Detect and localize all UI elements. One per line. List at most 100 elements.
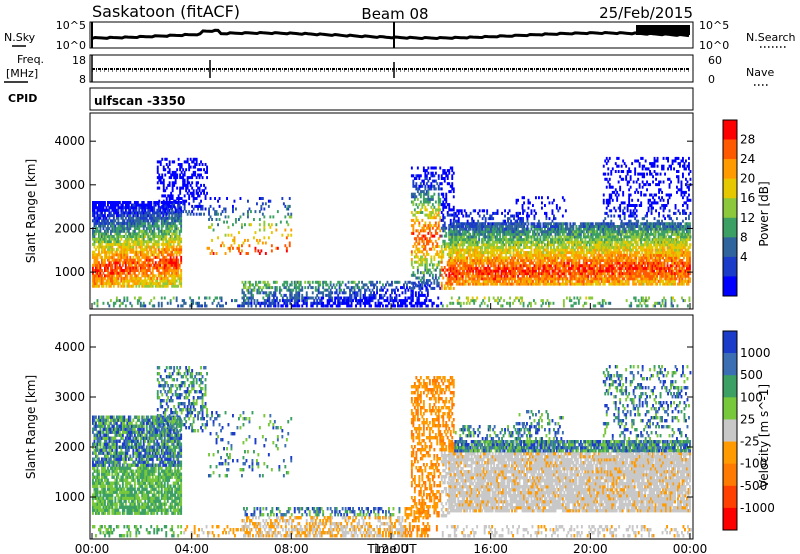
heatmap-cell xyxy=(115,240,118,244)
heatmap-cell xyxy=(168,181,171,185)
heatmap-cell xyxy=(401,299,404,303)
heatmap-cell xyxy=(425,266,428,269)
heatmap-cell xyxy=(151,258,154,262)
heatmap-cell xyxy=(220,212,222,216)
heatmap-cell xyxy=(141,255,144,259)
heatmap-cell xyxy=(218,197,221,200)
heatmap-cell xyxy=(417,291,420,295)
heatmap-cell xyxy=(440,174,443,178)
heatmap-cell xyxy=(296,280,299,284)
heatmap-cell xyxy=(431,242,434,246)
heatmap-cell xyxy=(538,243,540,247)
heatmap-cell xyxy=(158,160,161,164)
heatmap-cell xyxy=(545,235,548,239)
heatmap-cell xyxy=(101,261,103,265)
heatmap-cell xyxy=(511,227,513,231)
heatmap-cell xyxy=(564,282,567,286)
heatmap-cell xyxy=(161,176,164,180)
heatmap-cell xyxy=(266,280,269,284)
heatmap-cell xyxy=(491,264,494,268)
heatmap-cell xyxy=(105,208,108,212)
heatmap-cell xyxy=(166,250,169,254)
heatmap-cell xyxy=(115,208,118,212)
heatmap-cell xyxy=(542,261,545,265)
heatmap-cell xyxy=(419,208,422,212)
heatmap-cell xyxy=(467,235,470,239)
heatmap-cell xyxy=(496,277,498,281)
heatmap-cell xyxy=(430,197,433,201)
heatmap-cell xyxy=(305,293,308,297)
heatmap-cell xyxy=(124,279,127,283)
heatmap-cell xyxy=(263,291,266,295)
heatmap-cell xyxy=(478,240,481,244)
heatmap-cell xyxy=(458,251,461,255)
heatmap-cell xyxy=(335,304,338,308)
heatmap-cell xyxy=(536,238,539,242)
heatmap-cell xyxy=(560,272,563,276)
heatmap-cell xyxy=(133,279,136,283)
heatmap-cell xyxy=(118,235,121,238)
heatmap-cell xyxy=(544,225,546,228)
heatmap-cell xyxy=(503,251,506,255)
heatmap-cell xyxy=(189,212,192,216)
heatmap-cell xyxy=(178,229,181,233)
heatmap-cell xyxy=(133,229,136,233)
heatmap-cell xyxy=(428,224,431,228)
heatmap-cell xyxy=(114,253,117,257)
heatmap-cell xyxy=(437,213,440,217)
heatmap-cell xyxy=(463,272,466,276)
heatmap-cell xyxy=(154,216,157,220)
heatmap-cell xyxy=(431,203,434,207)
heatmap-cell xyxy=(96,266,99,270)
heatmap-cell xyxy=(323,280,326,284)
heatmap-cell xyxy=(417,296,420,300)
heatmap-cell xyxy=(425,190,428,194)
heatmap-cell xyxy=(148,208,151,212)
heatmap-cell xyxy=(547,245,549,249)
heatmap-cell xyxy=(151,221,154,225)
heatmap-cell xyxy=(481,251,484,255)
heatmap-cell xyxy=(180,255,183,259)
heatmap-cell xyxy=(509,227,512,231)
heatmap-cell xyxy=(138,232,141,236)
heatmap-cell xyxy=(250,288,253,292)
heatmap-cell xyxy=(263,215,266,219)
heatmap-cell xyxy=(151,208,154,212)
heatmap-cell xyxy=(157,216,160,220)
heatmap-cell xyxy=(156,224,159,228)
heatmap-cell xyxy=(451,232,454,236)
heatmap-cell xyxy=(136,219,139,223)
heatmap-cell xyxy=(129,206,132,210)
heatmap-cell xyxy=(163,237,166,241)
heatmap-cell xyxy=(464,222,467,226)
heatmap-cell xyxy=(98,232,100,236)
heatmap-cell xyxy=(484,277,487,281)
heatmap-cell xyxy=(154,232,157,236)
heatmap-cell xyxy=(449,184,452,188)
heatmap-cell xyxy=(249,286,251,290)
heatmap-cell xyxy=(243,304,245,308)
heatmap-cell xyxy=(266,286,269,290)
heatmap-cell xyxy=(115,216,118,220)
heatmap-cell xyxy=(506,261,509,265)
heatmap-cell xyxy=(446,203,449,207)
heatmap-cell xyxy=(457,264,460,268)
heatmap-cell xyxy=(322,293,325,297)
heatmap-cell xyxy=(493,253,496,257)
heatmap-cell xyxy=(434,231,437,235)
heatmap-cell xyxy=(275,228,278,232)
heatmap-cell xyxy=(544,269,546,273)
heatmap-cell xyxy=(509,248,512,252)
heatmap-cell xyxy=(454,272,457,276)
heatmap-cell xyxy=(416,260,419,264)
heatmap-cell xyxy=(243,291,245,295)
heatmap-cell xyxy=(180,219,183,223)
heatmap-cell xyxy=(118,261,121,265)
heatmap-cell xyxy=(92,237,94,241)
heatmap-cell xyxy=(170,191,173,195)
heatmap-cell xyxy=(542,272,545,276)
heatmap-cell xyxy=(544,277,546,281)
heatmap-cell xyxy=(112,279,115,283)
heatmap-cell xyxy=(536,253,539,257)
heatmap-cell xyxy=(154,224,157,228)
